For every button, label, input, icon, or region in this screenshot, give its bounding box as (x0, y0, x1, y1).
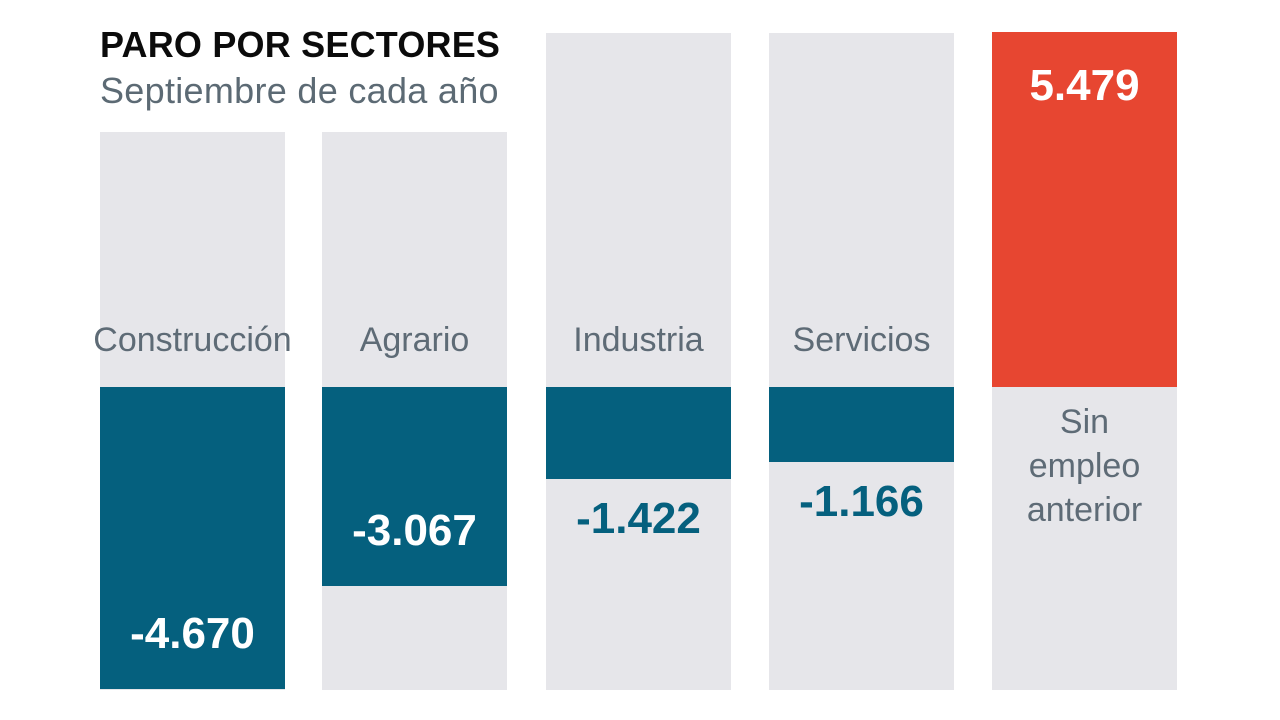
category-label-construccion: Construcción (93, 321, 292, 359)
bar-construccion (100, 387, 285, 689)
value-label-agrario: -3.067 (352, 506, 477, 555)
bar-industria (546, 387, 731, 479)
chart-title: PARO POR SECTORES (100, 24, 501, 65)
value-label-industria: -1.422 (576, 494, 701, 543)
bar-track (546, 33, 731, 690)
chart-subtitle: Septiembre de cada año (100, 70, 499, 111)
bar-sin-empleo-anterior (992, 32, 1177, 387)
bar-agrario (322, 387, 507, 586)
category-label-agrario: Agrario (359, 321, 470, 359)
category-label-servicios: Servicios (792, 321, 931, 359)
category-label-sin-empleo-anterior: Sin empleo anterior (1026, 403, 1143, 529)
category-label-industria: Industria (573, 321, 704, 359)
value-label-construccion: -4.670 (130, 609, 255, 658)
bar-servicios (769, 387, 954, 462)
value-label-sin-empleo-anterior: 5.479 (1029, 61, 1140, 110)
bar-track (769, 33, 954, 690)
value-label-servicios: -1.166 (799, 477, 924, 526)
